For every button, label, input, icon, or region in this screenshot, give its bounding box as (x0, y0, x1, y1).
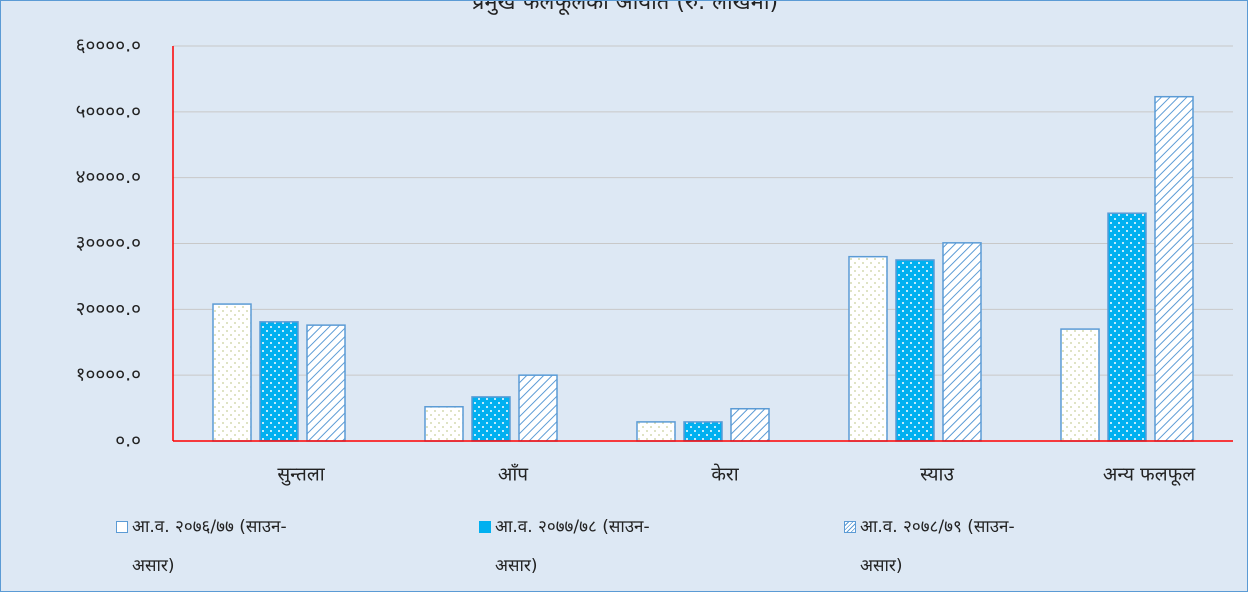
bar (730, 407, 770, 442)
y-tick-label: १००००.० (76, 364, 141, 386)
legend-swatch (116, 521, 128, 533)
chart-title: प्रमुख फलफूलको आयात (रु. लाखमा) (472, 1, 778, 16)
bar (942, 242, 982, 442)
x-tick-label: केरा (711, 463, 739, 486)
legend-item: आ.व. २०७६/७७ (साउन-असार) (116, 508, 346, 586)
legend-item: आ.व. २०७८/७९ (साउन-असार) (844, 508, 1074, 586)
bar (1154, 95, 1194, 442)
legend-swatch (479, 521, 491, 533)
bar (212, 303, 252, 442)
legend-swatch (844, 521, 856, 533)
x-tick-label: अन्य फलफूल (1103, 464, 1196, 487)
bar (424, 406, 464, 442)
legend-label: आ.व. २०७८/७९ (साउन-असार) (860, 517, 1015, 576)
y-tick-label: ५००००.० (76, 100, 141, 122)
y-tick-label: २००००.० (76, 298, 141, 320)
y-tick-label: ४००००.० (76, 166, 141, 188)
bar (1107, 212, 1147, 442)
bar (259, 321, 299, 442)
x-tick-label: स्याउ (920, 464, 954, 486)
legend-label: आ.व. २०७७/७८ (साउन-असार) (495, 517, 650, 576)
bar (848, 255, 888, 442)
bar (636, 421, 676, 442)
bar (518, 374, 558, 442)
bar (1060, 328, 1100, 442)
y-tick-label: ०.० (115, 430, 141, 452)
x-tick-label: आँप (498, 463, 529, 486)
bar (683, 421, 723, 442)
x-tick-label: सुन्तला (277, 464, 325, 487)
bar (895, 259, 935, 442)
bar (471, 396, 511, 442)
y-tick-label: ६००००.० (76, 35, 141, 57)
legend-label: आ.व. २०७६/७७ (साउन-असार) (132, 517, 287, 576)
y-tick-label: ३००००.० (76, 232, 141, 254)
legend-item: आ.व. २०७७/७८ (साउन-असार) (479, 508, 709, 586)
bar (306, 324, 346, 442)
